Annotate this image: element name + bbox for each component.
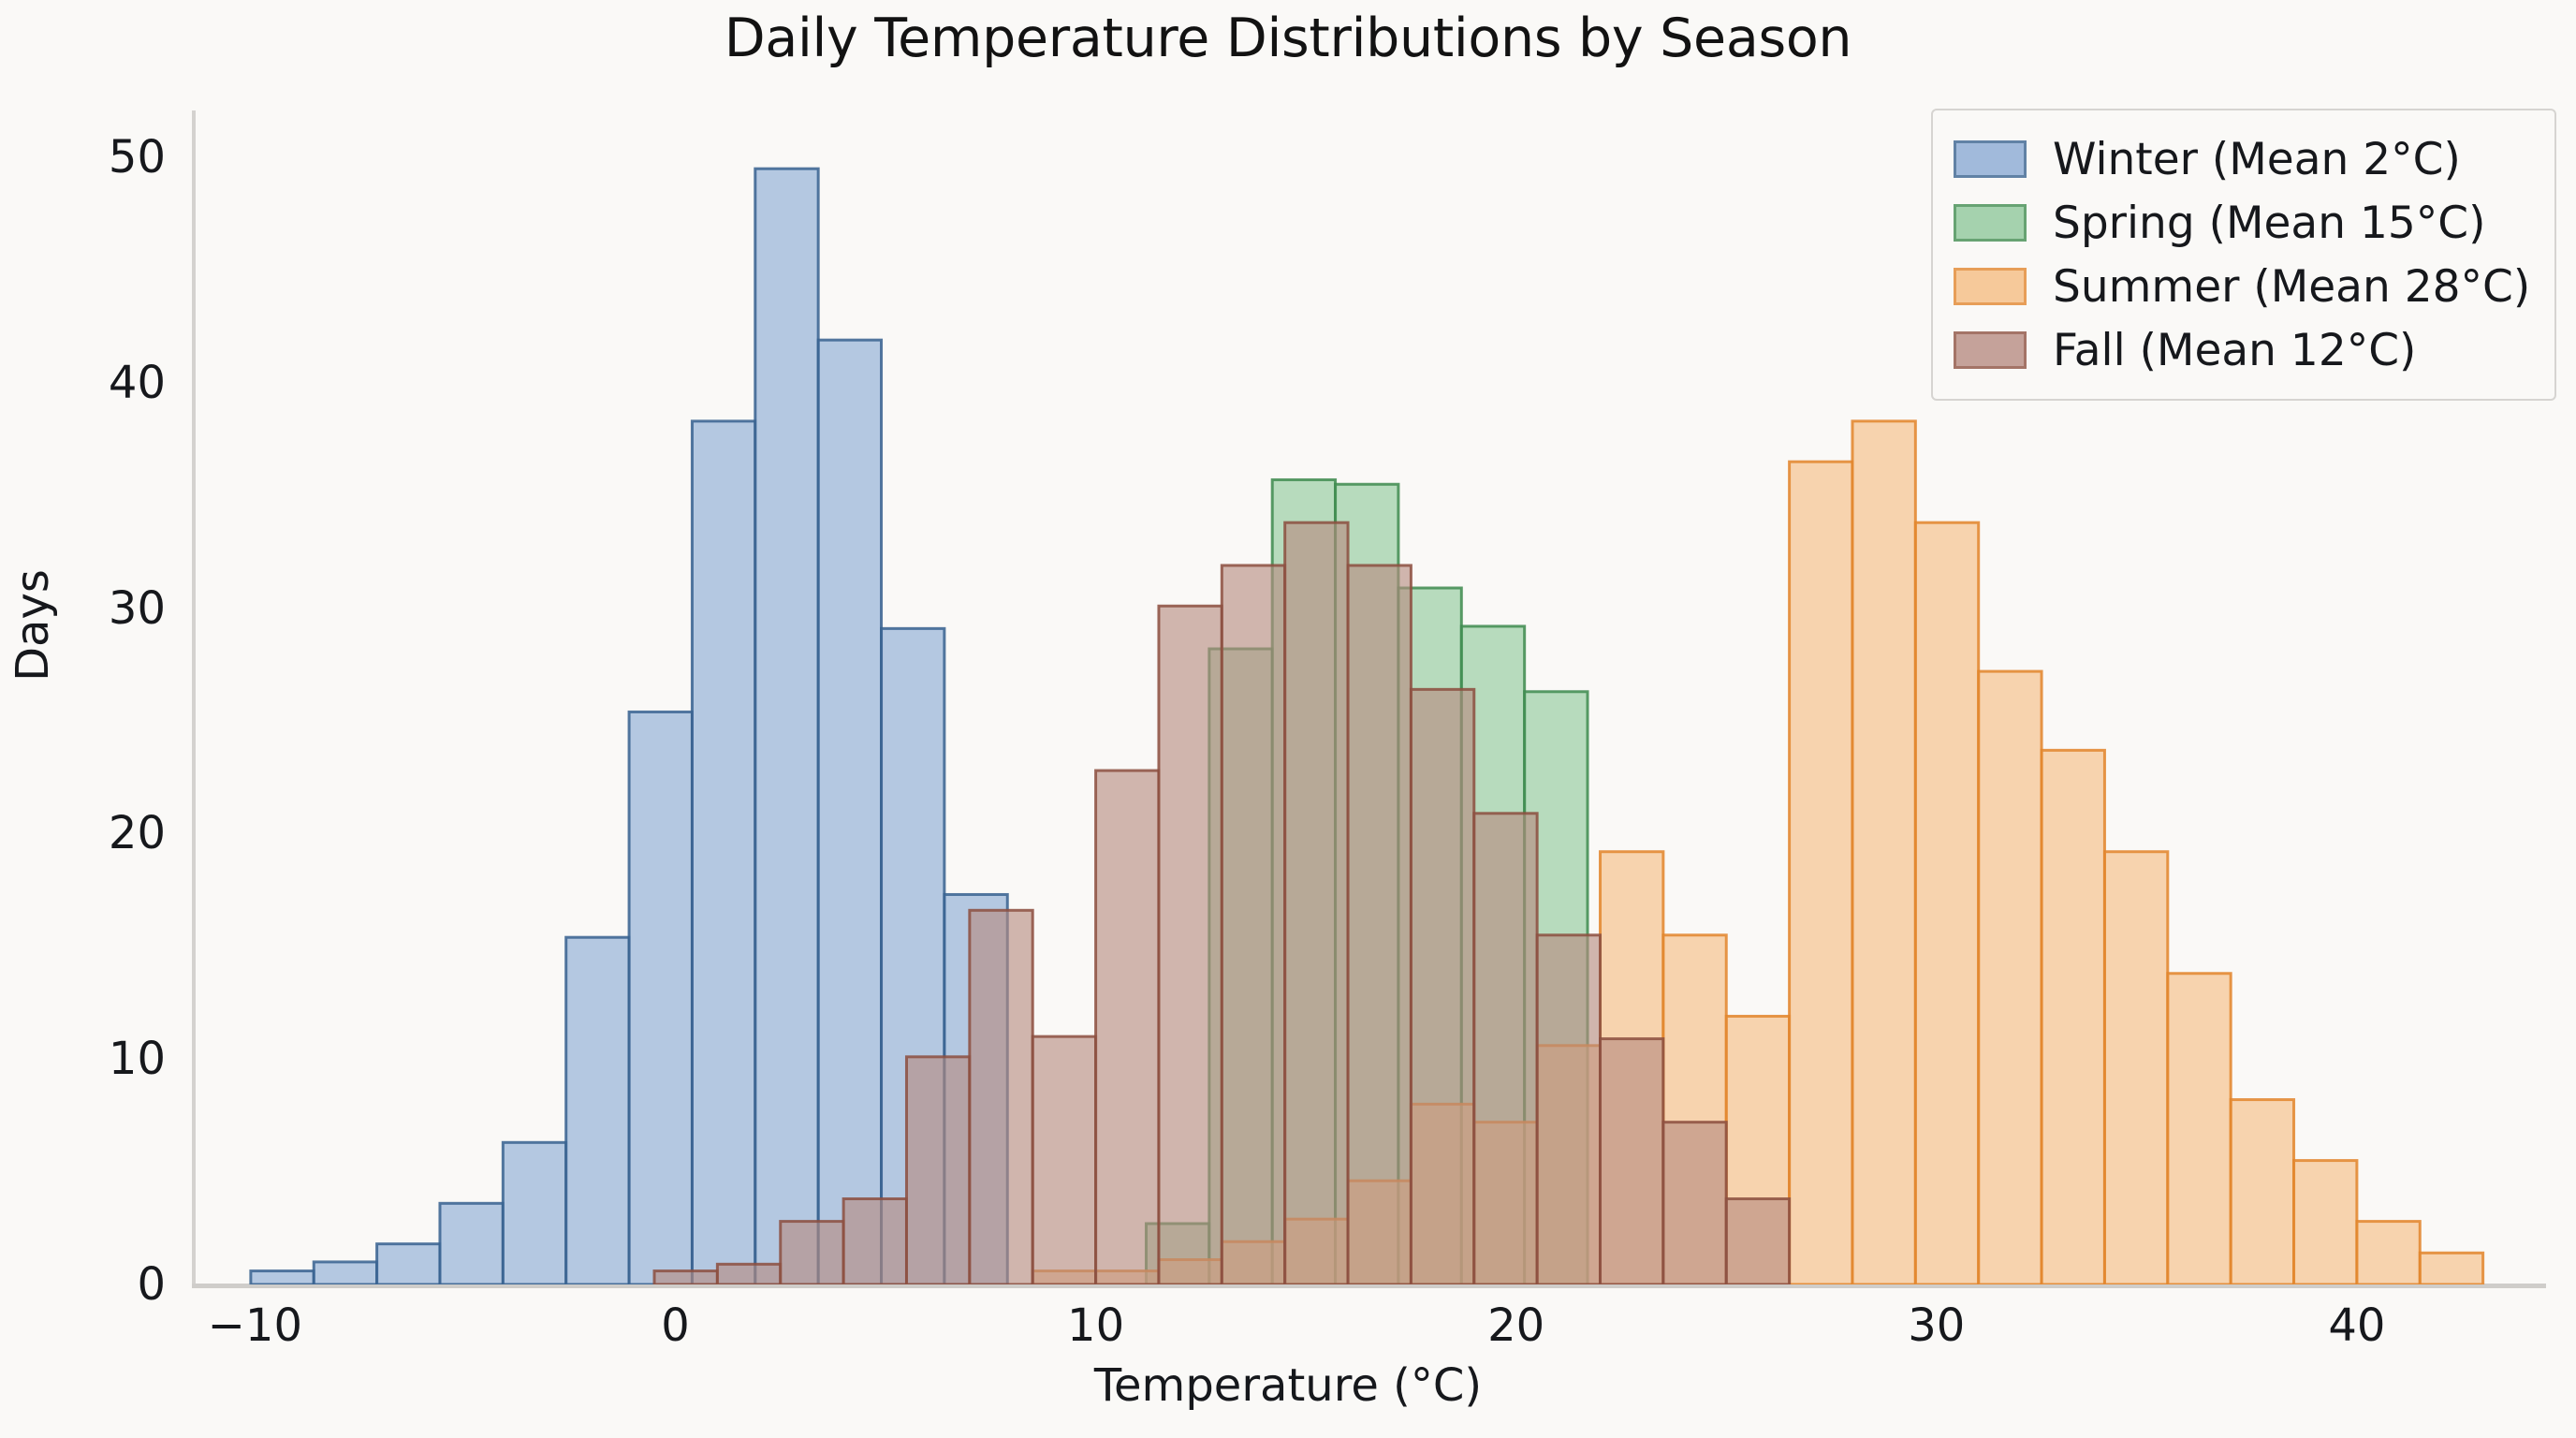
legend-item[interactable]: Spring (Mean 15°C): [1954, 191, 2530, 255]
histogram-bar: [1472, 812, 1539, 1284]
histogram-bar: [1220, 564, 1287, 1284]
y-tick-label: 30: [108, 581, 166, 635]
histogram-bar: [1977, 669, 2043, 1284]
histogram-bar: [375, 1242, 442, 1284]
histogram-bar: [1283, 521, 1350, 1284]
histogram-bar: [2355, 1220, 2422, 1284]
histogram-bar: [904, 1055, 972, 1284]
histogram-bar: [2166, 972, 2232, 1284]
histogram-bar: [1913, 521, 1981, 1284]
histogram-bar: [1346, 564, 1412, 1284]
histogram-bar: [652, 1269, 719, 1284]
histogram-bar: [842, 1197, 908, 1284]
histogram-bar: [1031, 1034, 1098, 1284]
y-axis-spine: [192, 110, 196, 1286]
histogram-bar: [715, 1262, 783, 1284]
legend-item[interactable]: Summer (Mean 28°C): [1954, 255, 2530, 318]
histogram-bar: [2102, 850, 2170, 1284]
legend-label: Spring (Mean 15°C): [2053, 197, 2486, 249]
histogram-bar: [1724, 1197, 1792, 1284]
histogram-bar: [438, 1201, 505, 1284]
x-tick-label: 20: [1487, 1299, 1545, 1352]
legend-label: Summer (Mean 28°C): [2053, 260, 2531, 313]
legend-swatch-icon: [1954, 268, 2027, 305]
y-tick-label: 0: [137, 1258, 166, 1311]
legend-swatch-icon: [1954, 204, 2027, 242]
x-axis-label: Temperature (°C): [1093, 1359, 1483, 1412]
y-tick-label: 20: [108, 807, 166, 860]
histogram-bar: [1409, 687, 1476, 1284]
histogram-series-fall: [652, 521, 1792, 1284]
histogram-bar: [2418, 1251, 2485, 1284]
histogram-bar: [1535, 933, 1603, 1284]
x-tick-label: 10: [1067, 1299, 1125, 1352]
legend-swatch-icon: [1954, 140, 2027, 178]
histogram-bar: [564, 935, 631, 1284]
chart-title: Daily Temperature Distributions by Seaso…: [724, 7, 1852, 69]
y-tick-label: 10: [108, 1033, 166, 1086]
histogram-bar: [1661, 1121, 1728, 1284]
chart-legend: Winter (Mean 2°C) Spring (Mean 15°C) Summe…: [1931, 109, 2557, 401]
legend-swatch-icon: [1954, 331, 2027, 369]
histogram-bar: [501, 1140, 568, 1284]
histogram-bar: [754, 167, 820, 1284]
histogram-bar: [779, 1220, 845, 1284]
histogram-bar: [2292, 1159, 2359, 1284]
histogram-bar: [249, 1269, 315, 1284]
histogram-bar: [1788, 460, 1854, 1284]
y-tick-label: 40: [108, 356, 166, 409]
legend-label: Winter (Mean 2°C): [2053, 133, 2461, 185]
x-tick-label: 0: [661, 1299, 690, 1352]
histogram-bar: [627, 710, 694, 1284]
histogram-bar: [2040, 748, 2106, 1284]
x-tick-label: 40: [2328, 1299, 2386, 1352]
histogram-canvas: [249, 167, 2485, 1284]
legend-label: Fall (Mean 12°C): [2053, 324, 2417, 376]
histogram-bar: [1094, 769, 1161, 1284]
y-axis-label: Days: [7, 569, 59, 682]
histogram-bar: [1599, 1037, 1665, 1284]
histogram-bar: [2229, 1098, 2296, 1284]
legend-item[interactable]: Fall (Mean 12°C): [1954, 318, 2530, 382]
x-tick-label: 30: [1908, 1299, 1966, 1352]
histogram-bar: [1851, 419, 1917, 1284]
plot-area: [192, 112, 2546, 1284]
legend-item[interactable]: Winter (Mean 2°C): [1954, 127, 2530, 191]
histogram-bar: [312, 1260, 379, 1284]
histogram-bar: [816, 338, 884, 1284]
histogram-bar: [690, 419, 757, 1284]
y-tick-label: 50: [108, 131, 166, 184]
histogram-bar: [1157, 604, 1223, 1284]
histogram-series-winter: [249, 167, 1009, 1284]
x-tick-label: −10: [207, 1299, 302, 1352]
histogram-bar: [968, 908, 1034, 1284]
x-axis-spine: [192, 1284, 2546, 1288]
